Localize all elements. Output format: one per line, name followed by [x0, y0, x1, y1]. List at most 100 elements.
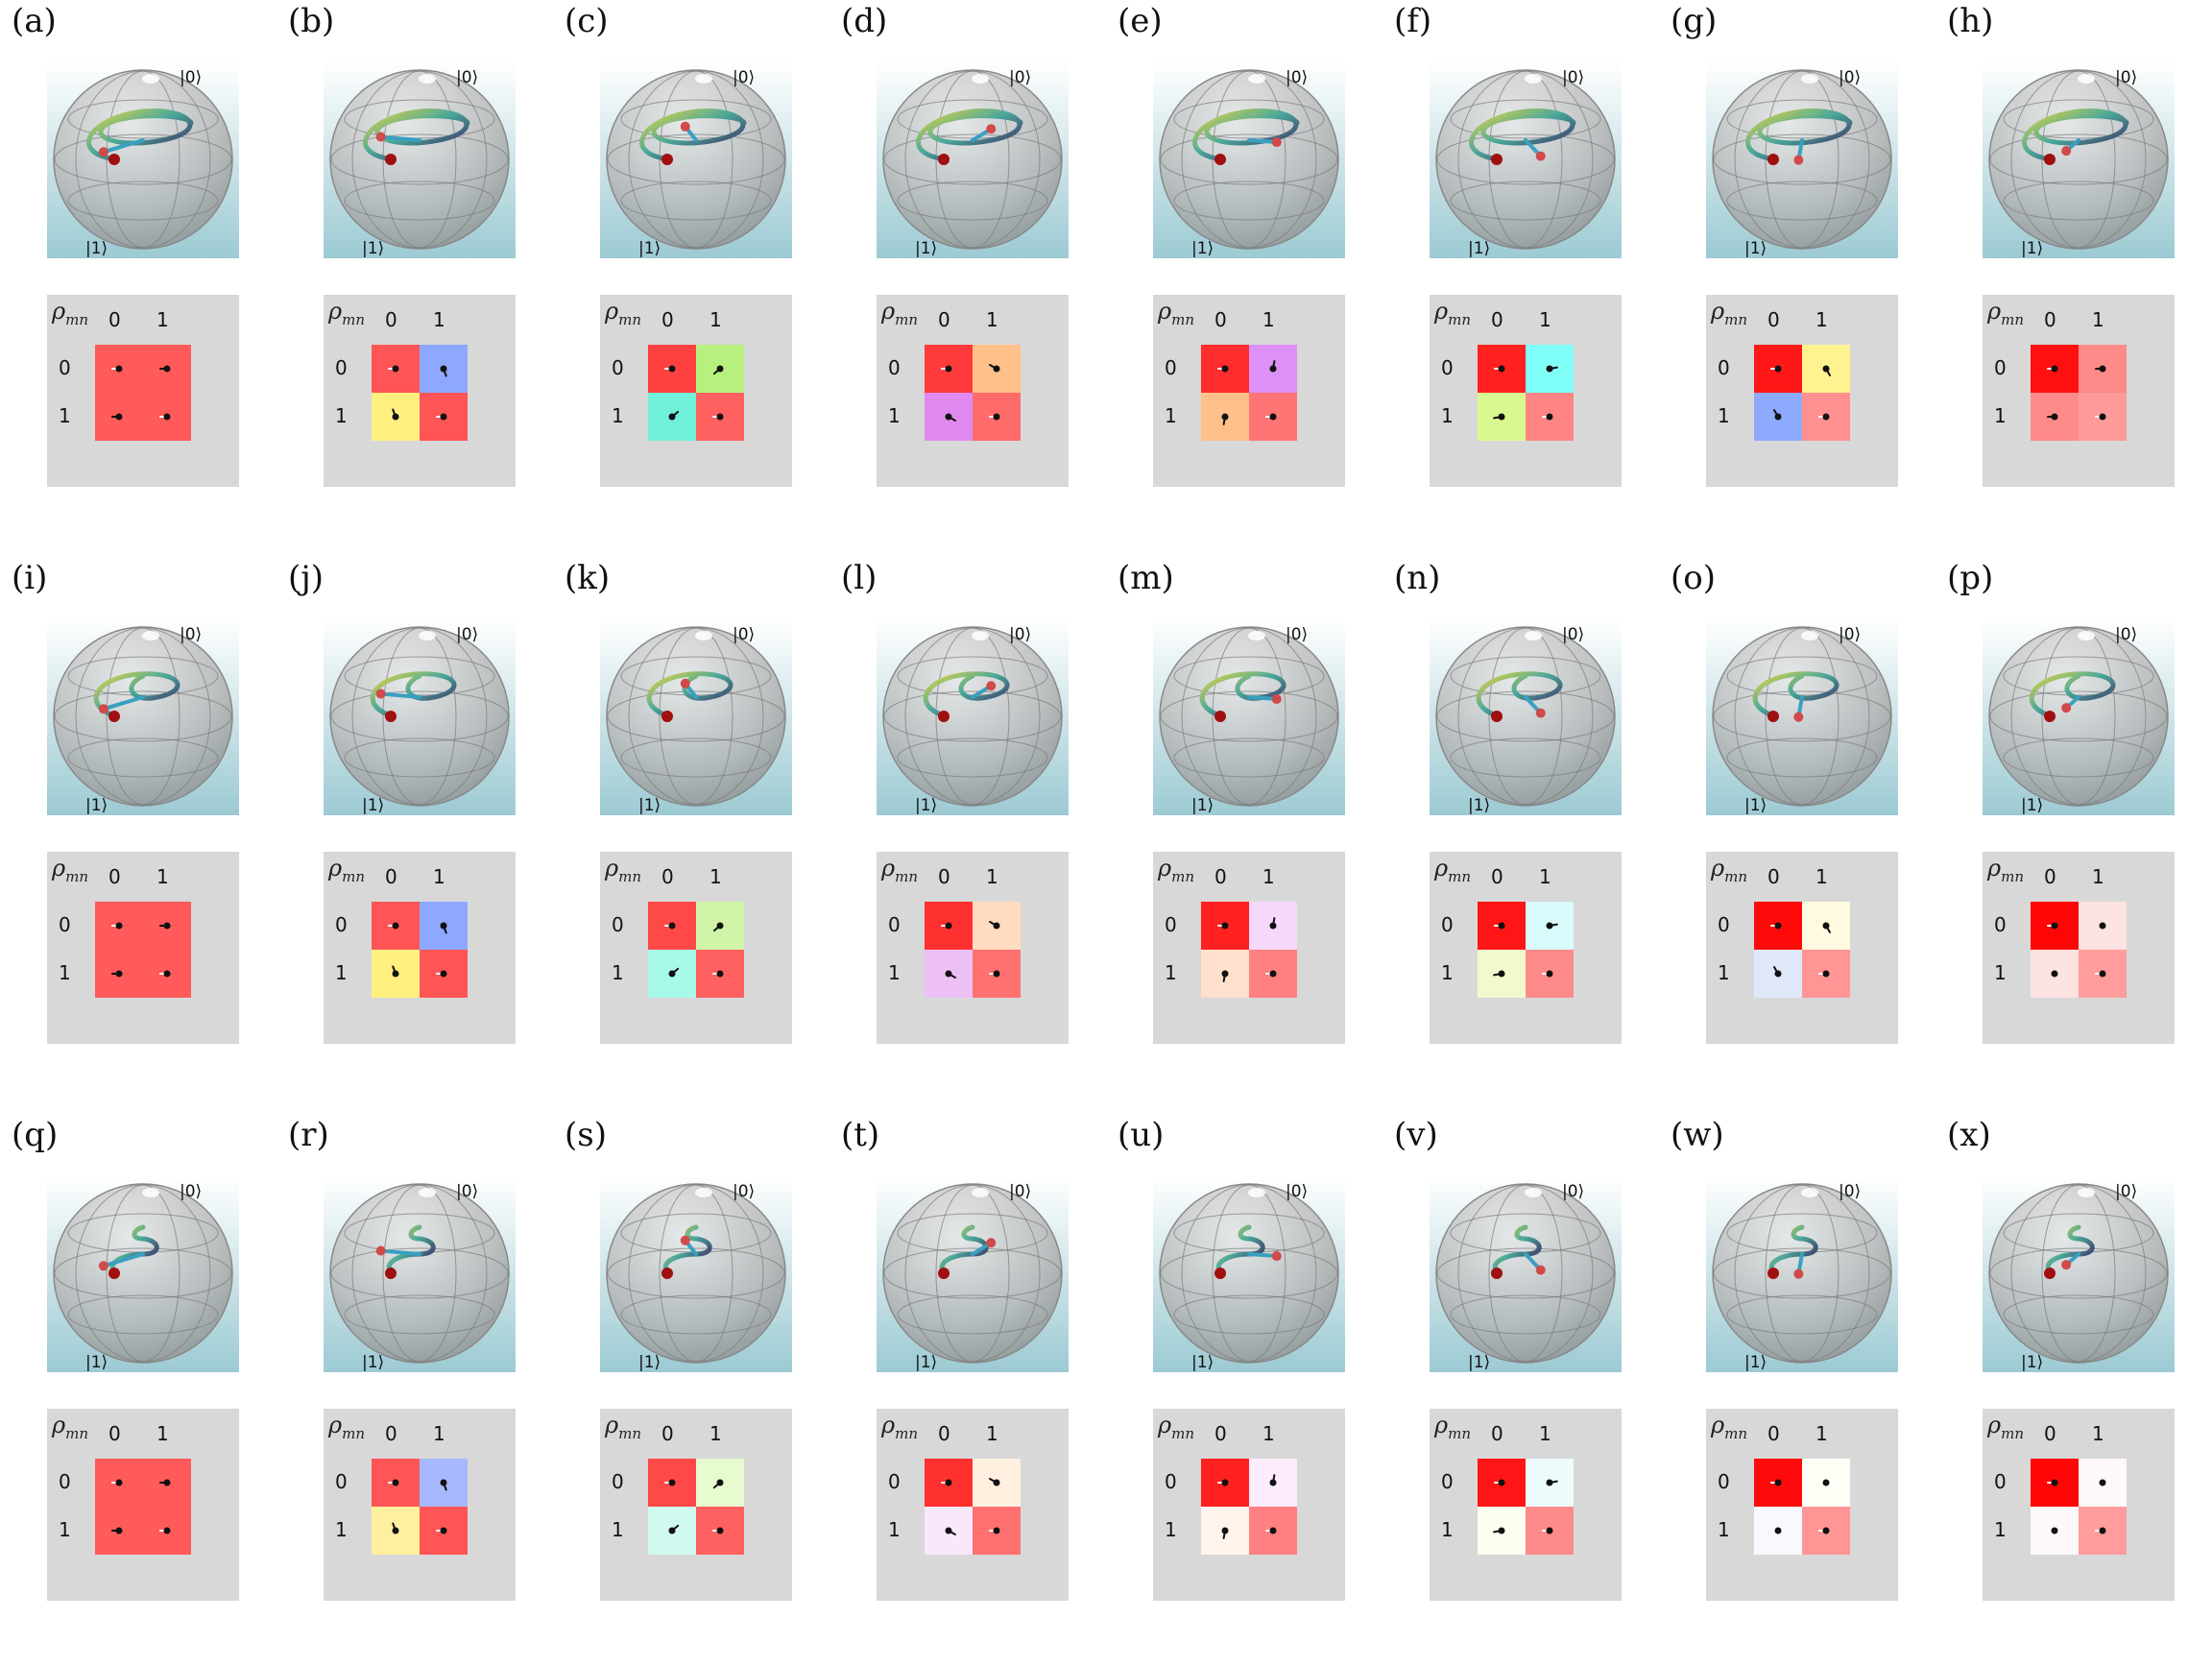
- matrix-cell: [420, 1459, 468, 1507]
- density-matrix: ρmn 0 1 0 1: [600, 852, 792, 1044]
- matrix-row-label: 1: [888, 404, 901, 427]
- panel: (c) |0⟩ |1⟩ ρmn 0 1 0 1: [553, 0, 830, 553]
- rho-label: ρmn: [881, 298, 918, 328]
- panel-label: (i): [12, 559, 48, 597]
- matrix-column-label: 1: [156, 1422, 169, 1445]
- matrix-cell: [143, 902, 191, 950]
- matrix-cell: [2031, 950, 2079, 998]
- density-matrix: ρmn 0 1 0 1: [1983, 1409, 2175, 1601]
- rho-label: ρmn: [52, 855, 88, 885]
- rho-label: ρmn: [1711, 298, 1747, 328]
- panel: (p) |0⟩ |1⟩ ρmn 0 1 0 1: [1936, 557, 2212, 1110]
- matrix-column-label: 0: [1214, 308, 1227, 331]
- matrix-column-label: 1: [986, 1422, 998, 1445]
- panel-label: (l): [841, 559, 878, 597]
- bloch-sphere: |0⟩ |1⟩: [1983, 61, 2175, 258]
- ket-zero-label: |0⟩: [733, 68, 755, 87]
- panel-label: (b): [288, 2, 335, 40]
- ket-one-label: |1⟩: [1468, 239, 1490, 258]
- matrix-row-label: 1: [1441, 404, 1454, 427]
- matrix-cell: [1802, 1507, 1850, 1555]
- rho-label: ρmn: [1158, 855, 1194, 885]
- matrix-cell: [1249, 902, 1297, 950]
- panel-label: (f): [1394, 2, 1432, 40]
- matrix-cell: [143, 1459, 191, 1507]
- trajectory-curve: [646, 671, 733, 719]
- bloch-sphere: |0⟩ |1⟩: [47, 61, 239, 258]
- matrix-cell: [696, 902, 744, 950]
- matrix-cell: [1249, 950, 1297, 998]
- bloch-sphere: |0⟩ |1⟩: [1706, 1175, 1898, 1372]
- panel-label: (a): [12, 2, 57, 40]
- matrix-cell: [973, 1507, 1021, 1555]
- matrix-column-label: 1: [1262, 308, 1275, 331]
- panel: (d) |0⟩ |1⟩ ρmn 0 1 0 1: [830, 0, 1106, 553]
- density-matrix: ρmn 0 1 0 1: [1430, 295, 1622, 487]
- state-vector-arrow: [101, 1252, 145, 1268]
- ket-zero-label: |0⟩: [180, 1182, 202, 1201]
- panel: (r) |0⟩ |1⟩ ρmn 0 1 0 1: [276, 1114, 553, 1667]
- matrix-column-label: 1: [156, 308, 169, 331]
- ket-zero-label: |0⟩: [1009, 625, 1031, 644]
- matrix-row-label: 0: [1718, 356, 1730, 379]
- matrix-row-label: 1: [1994, 404, 2007, 427]
- matrix-column-label: 0: [1214, 1422, 1227, 1445]
- matrix-column-label: 0: [2044, 1422, 2056, 1445]
- matrix-row-label: 0: [1718, 913, 1730, 936]
- matrix-cell: [1754, 393, 1802, 441]
- panel: (e) |0⟩ |1⟩ ρmn 0 1 0 1: [1106, 0, 1382, 553]
- matrix-column-label: 0: [661, 308, 674, 331]
- matrix-column-label: 1: [2092, 308, 2104, 331]
- matrix-row-label: 0: [612, 1470, 624, 1493]
- matrix-column-label: 0: [938, 865, 950, 888]
- matrix-cell: [372, 950, 420, 998]
- state-vector-arrow: [378, 134, 421, 142]
- matrix-row-label: 1: [335, 1518, 348, 1541]
- matrix-cell: [372, 902, 420, 950]
- matrix-row-label: 1: [1165, 1518, 1177, 1541]
- bloch-sphere: |0⟩ |1⟩: [324, 618, 516, 815]
- panel: (k) |0⟩ |1⟩ ρmn 0 1 0 1: [553, 557, 830, 1110]
- matrix-row-label: 1: [888, 961, 901, 984]
- density-matrix: ρmn 0 1 0 1: [877, 852, 1069, 1044]
- trajectory-curve: [2022, 109, 2129, 162]
- panel: (x) |0⟩ |1⟩ ρmn 0 1 0 1: [1936, 1114, 2212, 1667]
- matrix-cell: [973, 1459, 1021, 1507]
- matrix-cell: [1478, 902, 1526, 950]
- trajectory-curve: [1752, 671, 1839, 719]
- matrix-cell: [1478, 950, 1526, 998]
- matrix-cell: [696, 950, 744, 998]
- matrix-row-label: 1: [1718, 404, 1730, 427]
- ket-zero-label: |0⟩: [1286, 625, 1308, 644]
- trajectory-curve: [1199, 671, 1286, 719]
- ket-zero-label: |0⟩: [1009, 68, 1031, 87]
- matrix-cell: [2031, 1459, 2079, 1507]
- ket-one-label: |1⟩: [85, 1353, 108, 1372]
- panel: (n) |0⟩ |1⟩ ρmn 0 1 0 1: [1382, 557, 1659, 1110]
- matrix-cell: [372, 393, 420, 441]
- matrix-cell: [95, 902, 143, 950]
- ket-one-label: |1⟩: [1468, 796, 1490, 815]
- matrix-row-label: 1: [1994, 961, 2007, 984]
- matrix-cell: [1478, 393, 1526, 441]
- density-matrix: ρmn 0 1 0 1: [1983, 852, 2175, 1044]
- panel-label: (s): [565, 1116, 607, 1154]
- matrix-cell: [1201, 902, 1249, 950]
- trajectory-curve: [916, 109, 1023, 162]
- matrix-row-label: 0: [335, 913, 348, 936]
- matrix-cell: [372, 1507, 420, 1555]
- matrix-cell: [1802, 950, 1850, 998]
- matrix-cell: [1201, 393, 1249, 441]
- matrix-cell: [973, 345, 1021, 393]
- matrix-column-label: 1: [709, 1422, 722, 1445]
- ket-zero-label: |0⟩: [1286, 1182, 1308, 1201]
- matrix-column-label: 0: [938, 308, 950, 331]
- matrix-cell: [95, 1507, 143, 1555]
- matrix-row-label: 1: [612, 1518, 624, 1541]
- density-matrix: ρmn 0 1 0 1: [47, 1409, 239, 1601]
- ket-one-label: |1⟩: [362, 1353, 384, 1372]
- matrix-cell: [973, 902, 1021, 950]
- matrix-row-label: 0: [59, 913, 71, 936]
- matrix-cell: [1754, 345, 1802, 393]
- matrix-cell: [420, 902, 468, 950]
